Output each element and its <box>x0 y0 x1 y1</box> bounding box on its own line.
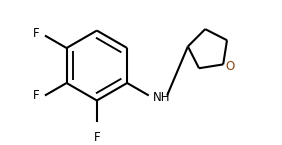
Text: O: O <box>225 60 234 73</box>
Text: F: F <box>32 89 39 102</box>
Text: F: F <box>94 131 100 144</box>
Text: NH: NH <box>153 91 170 104</box>
Text: F: F <box>32 27 39 40</box>
